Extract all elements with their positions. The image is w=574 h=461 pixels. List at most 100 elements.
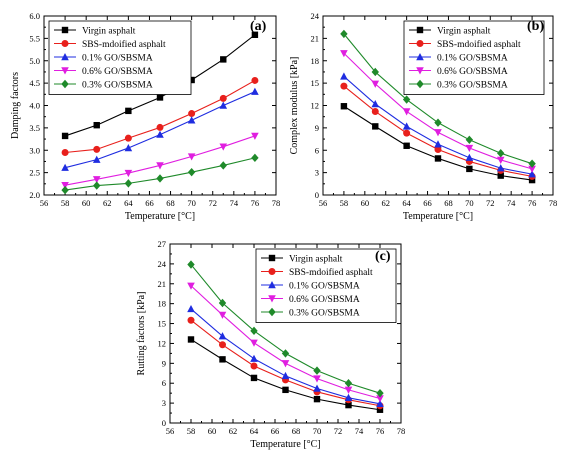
y-axis-title: Damping factors <box>10 72 21 139</box>
data-point <box>250 339 258 347</box>
x-axis-title: Temperature [°C] <box>125 211 195 222</box>
legend: Virgin asphalt SBS-mdoified asphalt 0.1% G… <box>48 20 192 95</box>
x-tick-label: 62 <box>381 198 390 208</box>
data-point <box>434 155 442 162</box>
legend-swatch-marker <box>61 53 69 61</box>
y-tick-label: 6.0 <box>29 11 40 21</box>
legend-entry-label: Virgin asphalt <box>82 27 136 37</box>
panel-tag: (a) <box>250 19 267 34</box>
x-tick-label: 78 <box>397 426 406 436</box>
data-point <box>124 179 133 188</box>
data-point <box>124 169 133 178</box>
data-point <box>528 176 536 184</box>
data-point <box>187 304 195 313</box>
y-axis-title: Rutting factors [kPa] <box>136 292 147 376</box>
data-point <box>93 181 101 190</box>
data-point <box>251 31 259 38</box>
data-point <box>528 170 536 178</box>
x-tick-label: 66 <box>271 426 280 436</box>
legend-entry-label: 0.6% GO/SBSMA <box>289 295 360 305</box>
legend-swatch-marker <box>416 40 424 47</box>
data-point <box>371 107 379 115</box>
legend-swatch-marker <box>416 53 424 61</box>
legend-box <box>48 20 192 95</box>
y-tick-label: 15 <box>311 78 320 88</box>
data-point <box>61 148 69 156</box>
data-point <box>61 132 69 140</box>
data-point <box>434 140 442 148</box>
y-tick-label: 4.0 <box>29 101 40 111</box>
x-tick-label: 58 <box>340 198 349 208</box>
data-point <box>466 165 473 173</box>
legend-swatch-marker <box>61 26 69 34</box>
data-point <box>281 371 290 380</box>
data-point <box>220 56 227 63</box>
x-tick-label: 78 <box>272 198 281 208</box>
data-point <box>61 181 69 190</box>
chart-panel-0: 56 58 60 62 64 66 68 70 72 74 76 78 2.0 2.5 3.0 3.5 4.0 4… <box>10 11 280 222</box>
data-point <box>281 360 290 368</box>
data-point <box>340 29 348 39</box>
legend-entry-label: 0.6% GO/SBSMA <box>437 67 508 77</box>
data-point <box>125 107 132 115</box>
data-point <box>402 108 411 116</box>
x-tick-label: 66 <box>423 198 432 208</box>
data-point <box>465 144 474 153</box>
legend-swatch-marker <box>268 307 276 317</box>
data-point <box>402 95 411 104</box>
legend-entry-label: 0.1% GO/SBSMA <box>289 282 360 292</box>
data-point <box>219 161 227 170</box>
data-point <box>340 72 348 80</box>
data-point <box>465 153 474 161</box>
data-point <box>219 94 227 102</box>
x-tick-label: 74 <box>355 426 364 436</box>
legend-swatch-marker <box>268 254 276 262</box>
data-point <box>250 374 258 382</box>
data-point <box>250 326 258 336</box>
y-tick-label: 24 <box>311 11 320 21</box>
legend-entry-label: 0.3% GO/SBSMA <box>82 81 153 91</box>
x-tick-label: 68 <box>292 426 301 436</box>
data-point <box>156 174 164 183</box>
data-point <box>344 393 353 402</box>
panel-tag: (b) <box>527 19 544 34</box>
x-tick-label: 72 <box>208 198 217 208</box>
panel-tag: (c) <box>375 249 391 264</box>
x-tick-label: 68 <box>166 198 175 208</box>
y-tick-label: 5.0 <box>29 56 40 66</box>
data-point <box>61 163 69 171</box>
x-tick-label: 56 <box>40 198 49 208</box>
data-point <box>376 399 384 407</box>
data-point <box>92 155 101 163</box>
data-point <box>434 129 442 137</box>
legend-swatch-marker <box>416 26 424 34</box>
legend-entry-label: 0.6% GO/SBSMA <box>82 67 153 77</box>
legend-swatch-marker <box>61 67 69 75</box>
data-point <box>156 130 164 138</box>
x-tick-label: 70 <box>465 198 474 208</box>
y-tick-label: 3.0 <box>29 145 40 155</box>
series-1 <box>61 76 259 156</box>
data-point <box>403 142 410 149</box>
series-0 <box>187 336 384 413</box>
y-tick-label: 12 <box>311 101 320 111</box>
y-tick-label: 18 <box>311 56 320 66</box>
chart-panel-2: 56 58 60 62 64 66 68 70 72 74 76 78 0 3 6 9 12 15 18 21 24 27… <box>136 239 405 450</box>
data-point <box>124 144 133 152</box>
x-tick-label: 58 <box>187 426 196 436</box>
y-tick-label: 0 <box>162 418 166 428</box>
x-tick-label: 70 <box>187 198 196 208</box>
y-tick-label: 18 <box>158 299 167 309</box>
x-tick-label: 76 <box>528 198 537 208</box>
series-2 <box>187 304 384 407</box>
data-point <box>156 94 164 101</box>
legend-entry-label: 0.3% GO/SBSMA <box>437 81 508 91</box>
data-point <box>188 76 195 84</box>
data-point <box>251 132 259 140</box>
legend-swatch-marker <box>416 67 424 75</box>
x-tick-label: 66 <box>145 198 154 208</box>
data-point <box>187 260 195 269</box>
data-point <box>528 165 536 173</box>
legend-swatch-marker <box>61 40 69 47</box>
data-point <box>156 123 164 131</box>
